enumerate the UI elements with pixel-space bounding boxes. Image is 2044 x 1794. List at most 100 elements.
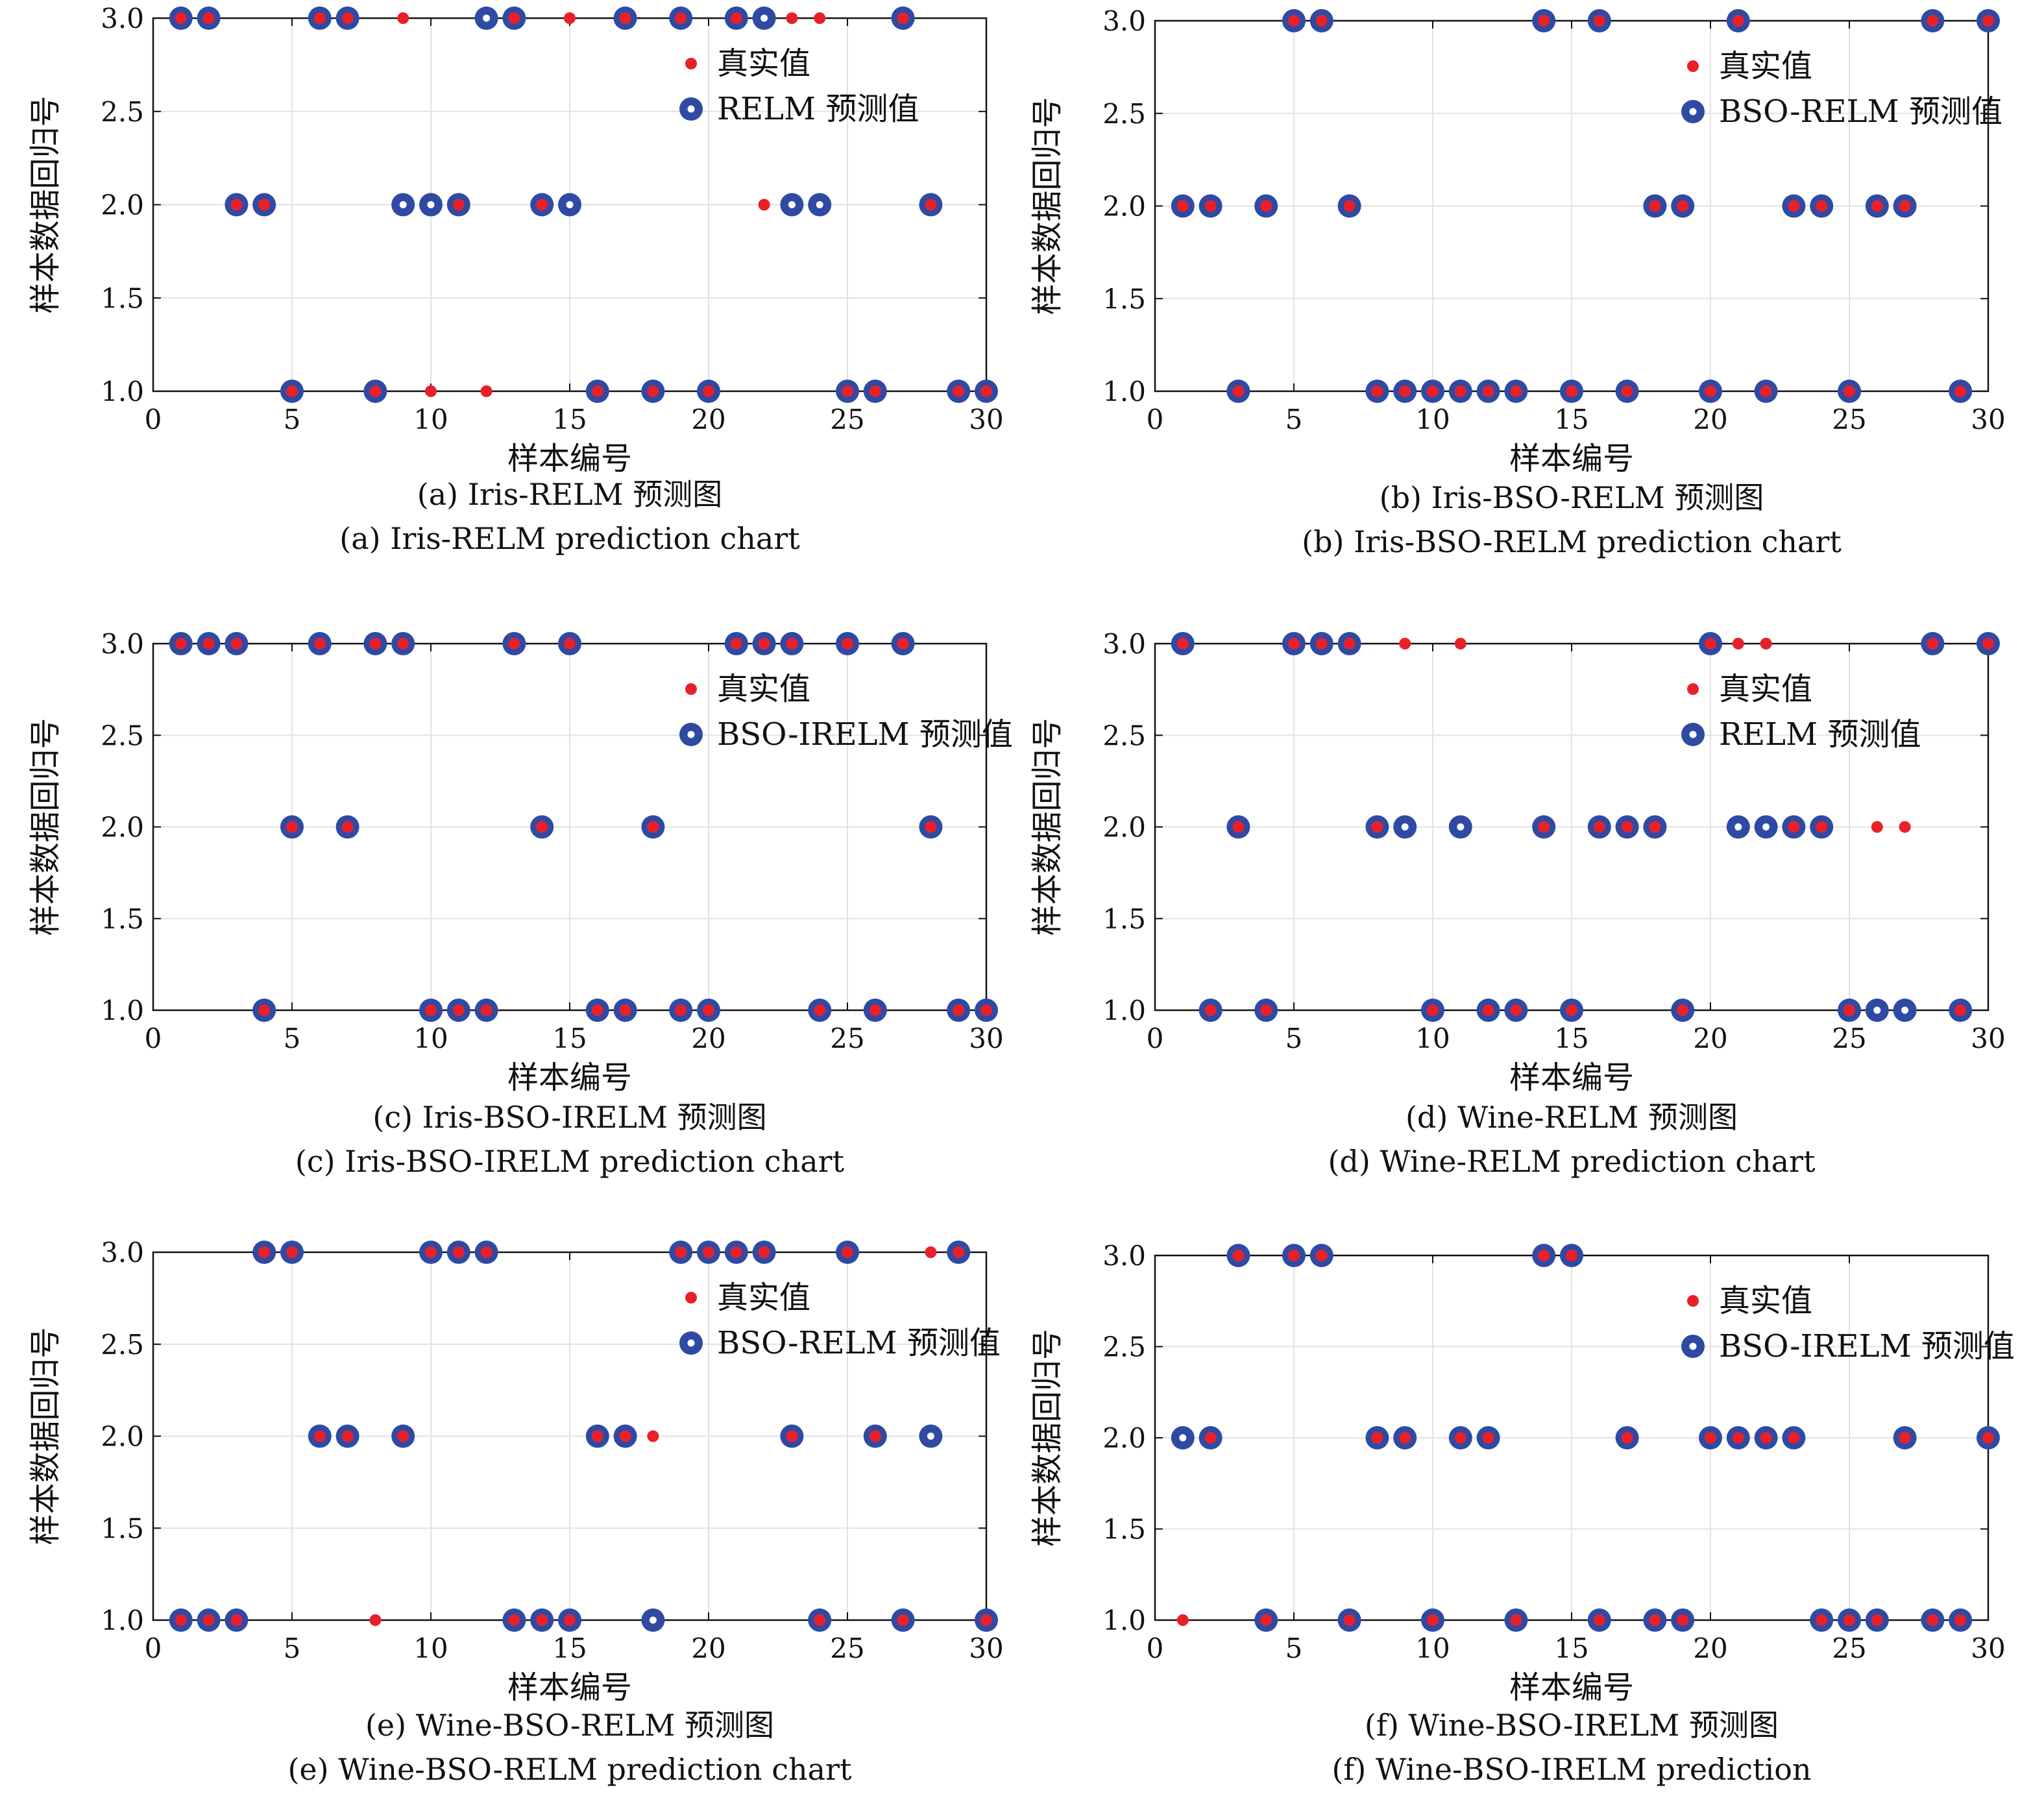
true-value-point xyxy=(508,638,520,649)
x-tick-label: 15 xyxy=(1554,1023,1588,1054)
x-tick-label: 15 xyxy=(552,1023,587,1054)
true-value-point xyxy=(1649,821,1661,833)
x-tick-label: 5 xyxy=(284,1023,301,1054)
true-value-point xyxy=(591,385,603,397)
true-value-point xyxy=(1982,638,1994,649)
true-value-point xyxy=(953,1246,965,1258)
true-value-point xyxy=(1760,385,1772,397)
true-value-point xyxy=(842,1246,853,1258)
true-value-point xyxy=(369,638,382,649)
x-tick-label: 5 xyxy=(284,1632,301,1664)
true-value-point xyxy=(619,1430,631,1442)
true-value-point xyxy=(286,1246,298,1258)
true-value-point xyxy=(1871,821,1883,833)
x-tick-label: 15 xyxy=(552,404,587,435)
x-axis-label: 样本编号 xyxy=(507,441,632,477)
true-value-point xyxy=(258,1004,271,1016)
x-tick-label: 25 xyxy=(830,404,864,435)
true-value-point xyxy=(675,12,687,24)
legend-prediction-marker xyxy=(1681,1335,1705,1358)
y-tick-label: 2.0 xyxy=(1102,812,1146,843)
true-value-point xyxy=(480,1246,493,1258)
true-value-point xyxy=(1705,1432,1716,1444)
x-tick-label: 30 xyxy=(969,1023,1003,1054)
true-value-point xyxy=(1427,1004,1439,1016)
true-value-point xyxy=(1343,200,1356,212)
true-value-point xyxy=(1843,1614,1855,1626)
caption-english: (c) Iris-BSO-IRELM prediction chart xyxy=(295,1144,845,1179)
true-value-point xyxy=(1482,1432,1494,1444)
true-value-point xyxy=(1760,638,1772,649)
true-value-point xyxy=(1343,638,1356,649)
true-value-point xyxy=(869,385,881,397)
true-value-point xyxy=(258,1246,271,1258)
caption-chinese: (c) Iris-BSO-IRELM 预测图 xyxy=(372,1100,766,1135)
true-value-point xyxy=(842,385,853,397)
legend: 真实值 RELM 预测值 xyxy=(679,45,919,127)
prediction-point xyxy=(752,6,776,30)
true-value-point xyxy=(397,1430,409,1442)
legend: 真实值 BSO-IRELM 预测值 xyxy=(679,671,1013,753)
x-tick-label: 20 xyxy=(1693,1632,1727,1664)
true-value-point xyxy=(1843,385,1855,397)
true-value-point xyxy=(1399,385,1411,397)
true-value-point xyxy=(897,638,909,649)
true-value-point xyxy=(1427,1614,1439,1626)
true-value-point xyxy=(730,638,742,649)
y-tick-label: 1.0 xyxy=(1102,376,1146,407)
x-tick-label: 10 xyxy=(413,404,448,435)
legend: 真实值 BSO-RELM 预测值 xyxy=(679,1279,1001,1361)
true-value-point xyxy=(703,385,714,397)
true-value-point xyxy=(202,1614,215,1626)
x-tick-label: 20 xyxy=(1693,1023,1727,1054)
legend-prediction-label: RELM 预测值 xyxy=(1719,716,1921,753)
true-value-point xyxy=(536,199,548,211)
true-value-point xyxy=(1954,385,1967,397)
true-value-point xyxy=(480,1004,493,1016)
true-value-point xyxy=(1816,1614,1828,1626)
true-value-point xyxy=(1621,385,1633,397)
true-value-point xyxy=(842,638,853,649)
y-tick-label: 2.0 xyxy=(101,812,144,843)
caption-english: (b) Iris-BSO-RELM prediction chart xyxy=(1302,524,1842,559)
chart-panel-4: 0 5 10 15 20 25 30 1.0 1.5 2.0 2.5 3.0 样本编号 样本数据回归号 真实… xyxy=(1029,628,2006,1179)
true-value-point xyxy=(1816,200,1828,212)
prediction-point xyxy=(1754,815,1778,839)
true-value-point xyxy=(341,821,354,833)
true-value-point xyxy=(1482,385,1494,397)
x-tick-label: 30 xyxy=(969,1632,1003,1664)
true-value-point xyxy=(1982,1432,1994,1444)
true-value-point xyxy=(1816,821,1828,833)
true-value-point xyxy=(703,1246,714,1258)
true-value-point xyxy=(1927,15,1939,27)
true-value-point xyxy=(397,638,409,649)
true-value-point xyxy=(1371,385,1383,397)
true-value-point xyxy=(1621,1432,1633,1444)
true-value-point xyxy=(1899,200,1911,212)
true-value-point xyxy=(647,385,659,397)
true-value-point xyxy=(1593,821,1605,833)
true-value-point xyxy=(397,12,409,24)
true-value-point xyxy=(425,1004,437,1016)
true-value-point xyxy=(536,1614,548,1626)
true-value-point xyxy=(564,1614,576,1626)
prediction-point xyxy=(780,193,804,217)
true-value-point xyxy=(369,1614,382,1626)
true-value-point xyxy=(1454,638,1466,649)
x-tick-label: 0 xyxy=(145,404,162,435)
true-value-point xyxy=(452,1004,465,1016)
true-value-point xyxy=(814,12,826,24)
legend-true-marker xyxy=(685,58,697,69)
y-tick-label: 2.0 xyxy=(1102,191,1146,223)
true-value-point xyxy=(897,12,909,24)
x-tick-label: 5 xyxy=(1285,1632,1303,1664)
y-axis-label: 样本数据回归号 xyxy=(1029,97,1065,315)
true-value-point xyxy=(452,199,465,211)
y-tick-label: 2.5 xyxy=(1102,720,1146,751)
x-tick-label: 30 xyxy=(1971,1632,2005,1664)
true-value-point xyxy=(1176,200,1189,212)
true-value-point xyxy=(1399,638,1411,649)
true-value-point xyxy=(1649,1614,1661,1626)
true-value-point xyxy=(341,12,354,24)
caption-chinese: (a) Iris-RELM 预测图 xyxy=(417,477,722,512)
